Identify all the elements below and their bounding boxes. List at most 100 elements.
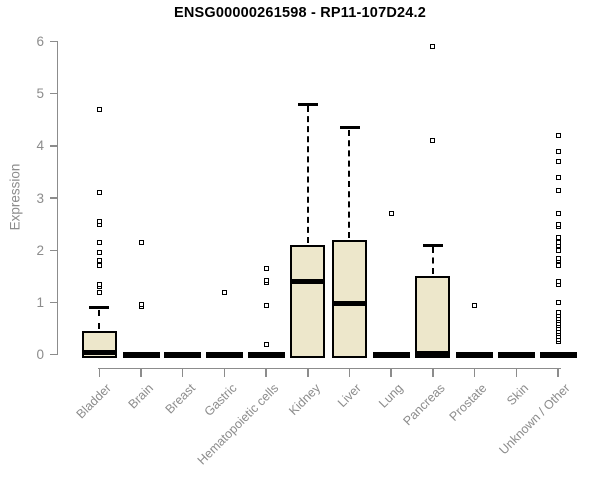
outlier-point: [96, 263, 102, 269]
whisker-line: [98, 309, 101, 330]
box: [332, 239, 367, 358]
y-tick: [49, 40, 58, 43]
outlier-point: [555, 132, 561, 138]
outlier-point: [263, 266, 269, 272]
x-tick: [223, 368, 226, 377]
outlier-point: [388, 211, 394, 217]
outlier-point: [555, 255, 561, 261]
outlier-point: [555, 234, 561, 240]
y-tick-label: 1: [36, 295, 44, 310]
x-tick: [390, 368, 392, 377]
outlier-point: [430, 44, 436, 50]
outlier-point: [555, 221, 561, 227]
x-tick-label: Hematopoietic cells: [194, 381, 282, 468]
x-tick-label: Skin: [504, 381, 532, 409]
median-line: [332, 301, 367, 307]
zero-bar: [456, 351, 494, 358]
outlier-point: [96, 219, 102, 225]
median-line: [81, 349, 117, 355]
y-tick: [49, 197, 58, 199]
x-tick-label: Brain: [125, 381, 156, 412]
y-axis-line: [56, 41, 59, 356]
outlier-point: [263, 278, 269, 284]
outlier-point: [138, 239, 144, 245]
outlier-point: [96, 250, 102, 256]
y-tick-label: 6: [36, 34, 44, 49]
box: [290, 245, 326, 358]
x-axis-line: [97, 367, 561, 370]
x-tick: [515, 368, 518, 377]
whisker-cap: [339, 126, 360, 130]
y-tick-label: 4: [36, 138, 44, 154]
outlier-point: [555, 148, 561, 154]
outlier-point: [555, 310, 561, 316]
outlier-point: [221, 289, 227, 295]
x-tick: [557, 368, 559, 377]
outlier-point: [96, 106, 102, 112]
outlier-point: [555, 159, 561, 165]
whisker-cap: [297, 102, 318, 106]
y-tick: [49, 249, 58, 252]
outlier-point: [555, 247, 561, 253]
y-tick: [49, 145, 58, 147]
outlier-point: [555, 300, 561, 305]
x-tick-label: Breast: [162, 381, 198, 417]
x-tick: [307, 368, 309, 377]
outlier-point: [472, 302, 478, 308]
x-tick: [348, 368, 351, 377]
whisker-line: [348, 129, 351, 238]
whisker-line: [306, 106, 309, 244]
outlier-point: [555, 187, 561, 193]
box: [415, 276, 451, 358]
outlier-point: [96, 281, 102, 287]
x-tick-label: Pancreas: [400, 381, 448, 429]
y-tick: [49, 301, 58, 304]
x-tick: [140, 368, 142, 377]
x-tick: [181, 368, 184, 377]
whisker-cap: [89, 306, 110, 310]
x-tick-label: Gastric: [201, 381, 240, 419]
y-tick-label: 0: [36, 347, 44, 363]
outlier-point: [263, 302, 269, 308]
zero-bar: [372, 351, 410, 358]
outlier-point: [263, 341, 269, 347]
zero-bar: [247, 351, 285, 358]
outlier-point: [138, 301, 144, 307]
outlier-point: [96, 289, 102, 295]
chart-title: ENSG00000261598 - RP11-107D24.2: [173, 5, 427, 21]
outlier-point: [96, 190, 102, 196]
x-tick-label: Kidney: [285, 381, 323, 418]
y-tick: [49, 353, 58, 356]
outlier-point: [555, 239, 561, 245]
outlier-point: [430, 138, 436, 144]
x-tick-label: Prostate: [446, 381, 490, 424]
x-tick-label: Liver: [335, 381, 365, 411]
zero-bar: [497, 351, 535, 358]
zero-bar: [164, 351, 202, 358]
median-line: [415, 350, 451, 356]
outlier-point: [555, 174, 561, 180]
y-tick: [49, 92, 58, 95]
outlier-point: [555, 211, 561, 217]
whisker-line: [431, 247, 434, 275]
x-tick: [98, 368, 101, 377]
y-tick-label: 3: [36, 190, 44, 206]
y-tick-label: 2: [36, 242, 44, 258]
zero-bar: [539, 351, 577, 358]
zero-bar: [122, 351, 160, 358]
x-tick: [265, 368, 267, 377]
outlier-point: [555, 279, 561, 285]
outlier-point: [96, 239, 102, 245]
median-line: [290, 279, 326, 285]
outlier-point: [555, 263, 561, 269]
y-tick-label: 5: [36, 86, 44, 102]
x-tick-label: Bladder: [73, 381, 115, 422]
zero-bar: [205, 351, 243, 358]
x-tick: [473, 368, 476, 377]
x-tick-label: Lung: [376, 381, 407, 411]
x-tick: [432, 368, 434, 377]
outlier-point: [96, 258, 102, 264]
whisker-cap: [422, 243, 443, 247]
